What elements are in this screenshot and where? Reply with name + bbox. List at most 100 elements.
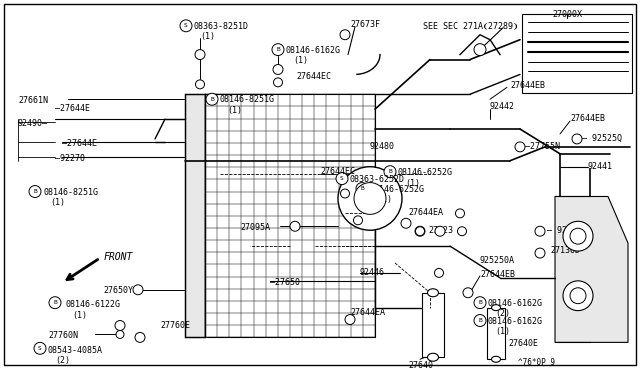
Text: —27755N: —27755N (525, 142, 560, 151)
Text: 08363-8251D: 08363-8251D (194, 22, 249, 31)
Text: —92270: —92270 (55, 154, 85, 163)
Text: SEE SEC 271A❨27289❩: SEE SEC 271A❨27289❩ (423, 22, 518, 31)
Text: 27136D: 27136D (550, 246, 580, 255)
Text: —27644E: —27644E (55, 104, 90, 113)
Circle shape (116, 330, 124, 339)
Text: B: B (33, 189, 37, 194)
Text: 27623: 27623 (428, 226, 453, 235)
Circle shape (570, 288, 586, 304)
Text: FRONT: FRONT (104, 252, 133, 262)
Circle shape (415, 227, 424, 236)
Circle shape (535, 248, 545, 258)
Bar (487, 308, 505, 359)
Circle shape (354, 183, 386, 214)
Circle shape (572, 134, 582, 144)
Text: —27644E: —27644E (62, 139, 97, 148)
Text: 27644EC: 27644EC (320, 167, 355, 176)
Circle shape (474, 44, 486, 55)
Text: — 92525Q: — 92525Q (582, 134, 622, 143)
Circle shape (115, 321, 125, 330)
Ellipse shape (428, 289, 438, 297)
Circle shape (340, 30, 350, 40)
Text: (1): (1) (293, 55, 308, 65)
Circle shape (272, 44, 284, 55)
Text: 27760N: 27760N (48, 331, 78, 340)
Bar (522, 14, 632, 93)
Text: ^76*0P 9: ^76*0P 9 (518, 358, 555, 367)
Text: 08146-6162G: 08146-6162G (286, 46, 341, 55)
Text: B: B (276, 47, 280, 52)
Text: — 92525Q: — 92525Q (547, 226, 587, 235)
Circle shape (570, 228, 586, 244)
Circle shape (435, 269, 444, 278)
Circle shape (336, 173, 348, 185)
Text: 08146-6122G: 08146-6122G (65, 300, 120, 309)
Text: 27640E: 27640E (508, 339, 538, 349)
Circle shape (340, 189, 349, 198)
Text: 08146-8251G: 08146-8251G (43, 187, 98, 196)
Text: 08146-6252G: 08146-6252G (398, 168, 453, 177)
Text: 27095A: 27095A (240, 223, 270, 232)
Circle shape (515, 142, 525, 152)
Text: 27644EA: 27644EA (350, 308, 385, 317)
Circle shape (195, 80, 205, 89)
Bar (422, 293, 444, 357)
Circle shape (456, 209, 465, 218)
Text: 27000X: 27000X (552, 10, 582, 19)
Text: B: B (53, 300, 57, 305)
Text: 925250A: 925250A (480, 256, 515, 265)
Circle shape (290, 221, 300, 231)
Circle shape (206, 93, 218, 105)
Circle shape (463, 288, 473, 298)
Text: 27644EB: 27644EB (480, 270, 515, 279)
Circle shape (563, 281, 593, 311)
Text: 92480: 92480 (370, 142, 395, 151)
Text: —27650: —27650 (270, 278, 300, 287)
Text: (1): (1) (50, 199, 65, 208)
Bar (185, 94, 205, 337)
Text: 08543-4085A: 08543-4085A (48, 346, 103, 355)
Text: 92442: 92442 (490, 102, 515, 111)
Text: 08146-6162G: 08146-6162G (488, 299, 543, 308)
Text: (1): (1) (357, 185, 372, 193)
Text: (1): (1) (200, 32, 215, 41)
Circle shape (474, 315, 486, 327)
Circle shape (384, 166, 396, 178)
Text: (1): (1) (72, 311, 87, 320)
Text: 08146-8251G: 08146-8251G (220, 95, 275, 104)
Circle shape (34, 342, 46, 354)
Circle shape (133, 285, 143, 295)
Circle shape (273, 64, 283, 74)
Circle shape (535, 226, 545, 236)
Text: S: S (38, 346, 42, 351)
Circle shape (338, 167, 402, 230)
Text: 27644EC: 27644EC (296, 73, 331, 81)
Text: 27650Y: 27650Y (103, 286, 133, 295)
Circle shape (401, 218, 411, 228)
Circle shape (49, 297, 61, 309)
Text: (1): (1) (227, 106, 242, 115)
Text: B: B (210, 97, 214, 102)
Text: 27644EB: 27644EB (510, 81, 545, 90)
Polygon shape (555, 196, 628, 342)
Text: S: S (184, 23, 188, 28)
Text: B: B (478, 318, 482, 323)
Text: S: S (340, 176, 344, 181)
Text: B: B (388, 169, 392, 174)
Circle shape (435, 226, 445, 236)
Circle shape (273, 78, 282, 87)
Text: 08363-6252D: 08363-6252D (350, 175, 405, 184)
Circle shape (180, 20, 192, 32)
Circle shape (563, 221, 593, 251)
Text: 08146-6252G: 08146-6252G (370, 185, 425, 193)
Text: (2): (2) (55, 356, 70, 365)
Circle shape (458, 227, 467, 236)
Text: 27644EB: 27644EB (570, 114, 605, 123)
Text: 27644EA: 27644EA (408, 208, 443, 217)
Text: 27640: 27640 (408, 361, 433, 370)
Text: 92441: 92441 (588, 162, 613, 171)
Circle shape (345, 315, 355, 324)
Ellipse shape (492, 356, 500, 362)
Text: 92446: 92446 (360, 268, 385, 277)
Text: (1): (1) (377, 196, 392, 205)
